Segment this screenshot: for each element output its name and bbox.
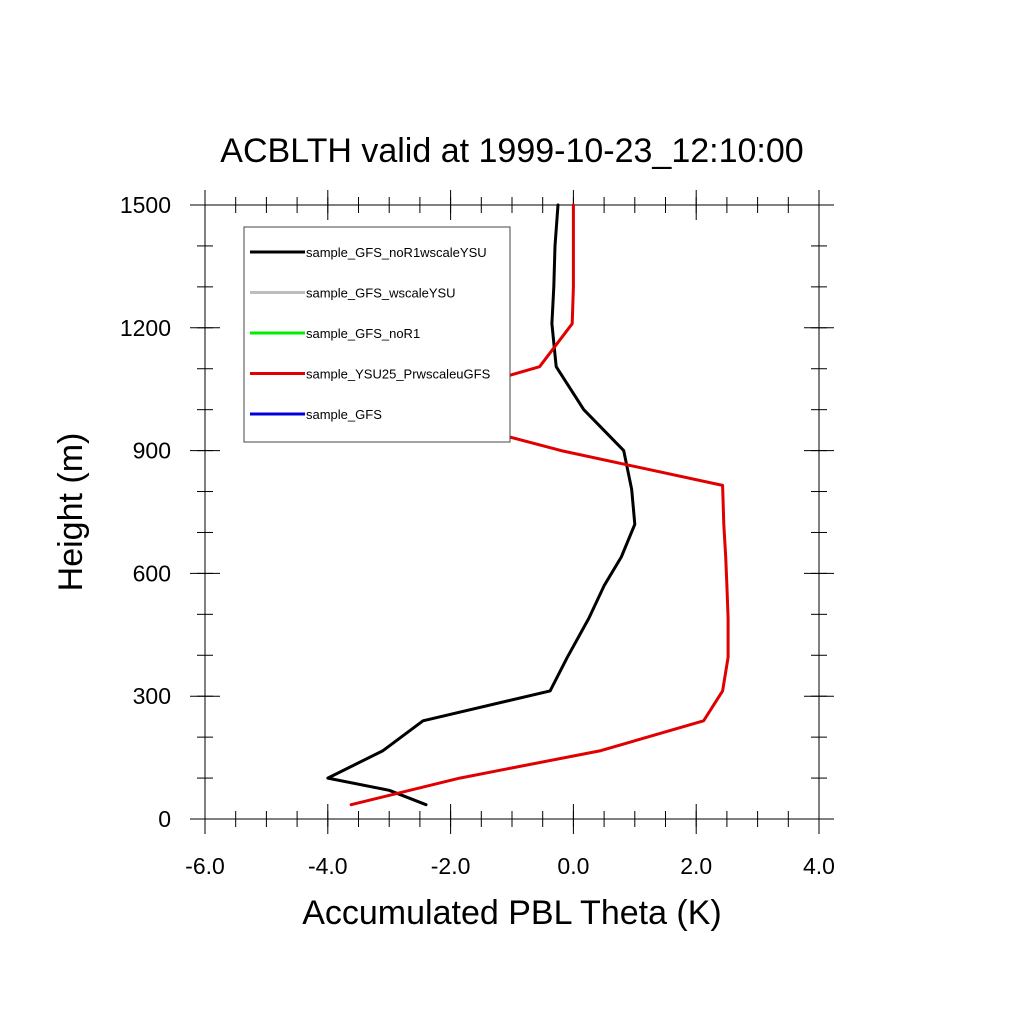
y-tick-label: 1200 xyxy=(120,315,171,341)
major-ticks xyxy=(190,190,834,834)
y-tick-labels: 0 300 600 900 1200 1500 xyxy=(120,192,171,832)
legend-label-1: sample_GFS_noR1wscaleYSU xyxy=(306,245,487,260)
x-tick-label: 4.0 xyxy=(803,853,835,879)
legend-label-2: sample_GFS_wscaleYSU xyxy=(306,286,456,301)
legend: sample_GFS_noR1wscaleYSU sample_GFS_wscal… xyxy=(243,226,511,443)
x-tick-label: 0.0 xyxy=(557,853,589,879)
x-tick-label: -2.0 xyxy=(431,853,471,879)
series-lines xyxy=(326,203,730,807)
legend-label-3: sample_GFS_noR1 xyxy=(306,326,420,341)
series-line-4 xyxy=(349,203,730,807)
y-tick-label: 300 xyxy=(133,683,171,709)
y-tick-label: 600 xyxy=(133,560,171,586)
x-tick-label: 2.0 xyxy=(680,853,712,879)
x-tick-label: -4.0 xyxy=(308,853,348,879)
y-tick-label: 0 xyxy=(158,806,171,832)
series-line-1 xyxy=(326,203,637,807)
y-axis-label: Height (m) xyxy=(52,433,90,592)
legend-label-5: sample_GFS xyxy=(306,407,382,422)
x-axis-label: Accumulated PBL Theta (K) xyxy=(302,894,722,932)
y-tick-label: 1500 xyxy=(120,192,171,218)
legend-label-4: sample_YSU25_PrwscaleuGFS xyxy=(306,367,491,382)
x-tick-labels: -6.0 -4.0 -2.0 0.0 2.0 4.0 xyxy=(185,853,835,879)
x-tick-label: -6.0 xyxy=(185,853,225,879)
y-tick-label: 900 xyxy=(133,438,171,464)
chart-title: ACBLTH valid at 1999-10-23_12:10:00 xyxy=(220,132,803,170)
